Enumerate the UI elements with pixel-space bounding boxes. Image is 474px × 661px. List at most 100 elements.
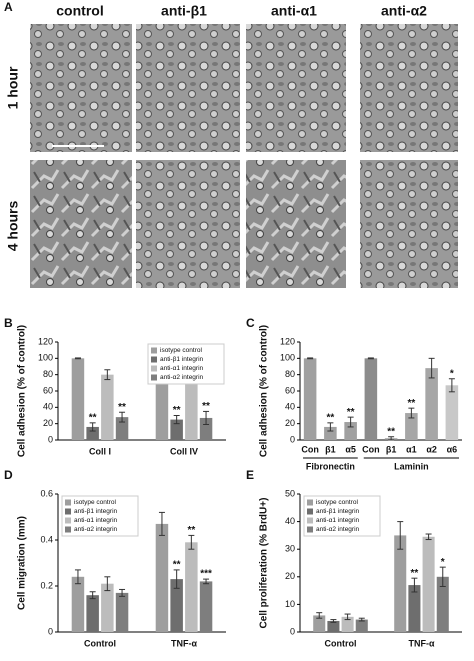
bar: [324, 426, 337, 440]
bar: [313, 615, 326, 632]
legend-label: anti-β1 integrin: [160, 356, 204, 363]
legend-swatch: [65, 526, 71, 533]
legend-label: anti-α1 integrin: [316, 517, 360, 524]
bar: [101, 374, 114, 440]
y-tick-label: 40: [43, 402, 53, 412]
legend-swatch: [151, 365, 157, 372]
bar: [185, 542, 198, 632]
bar: [115, 417, 129, 440]
legend-swatch: [65, 499, 71, 506]
bar: [101, 583, 114, 632]
significance-label: **: [387, 426, 395, 437]
y-tick-label: 0: [48, 434, 53, 444]
legend-label: isotype control: [74, 499, 116, 506]
bar: [71, 358, 85, 440]
micrograph: [30, 160, 132, 288]
legend-box: [147, 343, 225, 385]
legend-swatch: [307, 517, 313, 524]
micrograph: [360, 160, 458, 288]
y-tick-label: 0.2: [40, 580, 53, 590]
y-tick-label: 0: [290, 434, 295, 444]
y-tick-label: 120: [280, 336, 295, 346]
legend-label: anti-α2 integrin: [160, 374, 204, 381]
y-tick-label: 80: [285, 369, 295, 379]
legend-label: anti-β1 integrin: [316, 508, 360, 515]
x-tick-label: TNF-α: [408, 638, 434, 648]
panel-letter: E: [246, 468, 254, 482]
micrograph: [136, 160, 240, 288]
legend-swatch: [65, 508, 71, 515]
x-tick-label: α2: [426, 444, 437, 454]
legend-swatch: [151, 374, 157, 381]
micrograph: [136, 24, 240, 152]
panel-letter: B: [4, 316, 13, 330]
bar: [445, 385, 459, 440]
significance-label: **: [173, 560, 181, 571]
y-axis-label: Cell adhesion (% of control): [17, 325, 28, 457]
micrograph: [360, 24, 458, 152]
legend-box: [303, 495, 381, 537]
bar: [436, 576, 449, 632]
y-tick-label: 100: [38, 353, 53, 363]
row-header: 4 hours: [5, 201, 21, 252]
legend-swatch: [307, 526, 313, 533]
x-tick-label: Coll IV: [170, 446, 198, 456]
x-tick-label: Control: [84, 638, 116, 648]
legend-label: anti-α1 integrin: [74, 517, 118, 524]
x-tick-label: Coll I: [89, 446, 111, 456]
bar: [199, 417, 213, 440]
x-tick-label: Control: [325, 638, 357, 648]
micrograph: [246, 24, 346, 152]
legend-label: anti-α2 integrin: [316, 526, 360, 533]
micrograph: [246, 160, 346, 288]
y-tick-label: 30: [285, 544, 295, 554]
bar: [71, 576, 85, 632]
x-tick-label: TNF-α: [171, 638, 197, 648]
y-tick-label: 20: [43, 418, 53, 428]
bar: [364, 358, 378, 440]
y-tick-label: 80: [43, 369, 53, 379]
bar: [199, 581, 213, 632]
y-tick-label: 0: [48, 626, 53, 636]
bar: [394, 535, 407, 632]
y-tick-label: 10: [285, 599, 295, 609]
significance-label: **: [173, 405, 181, 416]
bar: [425, 368, 438, 440]
significance-label: **: [411, 568, 419, 579]
x-tick-label: Con: [301, 444, 319, 454]
y-tick-label: 0: [290, 626, 295, 636]
legend-box: [61, 495, 139, 537]
micrograph: [30, 24, 132, 152]
x-tick-label: α1: [406, 444, 417, 454]
y-tick-label: 0.4: [40, 534, 53, 544]
legend-label: anti-β1 integrin: [74, 508, 118, 515]
bar: [422, 536, 435, 632]
significance-label: **: [187, 525, 195, 536]
significance-label: **: [118, 402, 126, 413]
significance-label: *: [450, 368, 454, 379]
legend-swatch: [151, 356, 157, 363]
significance-label: ***: [200, 569, 212, 580]
x-tick-label: β1: [386, 444, 397, 454]
legend-label: isotype control: [160, 347, 202, 354]
column-header: anti-α2: [381, 3, 427, 19]
legend-swatch: [151, 347, 157, 354]
column-header: anti-α1: [271, 3, 317, 19]
legend-label: anti-α1 integrin: [160, 365, 204, 372]
significance-label: **: [202, 401, 210, 412]
bar: [155, 523, 169, 632]
y-tick-label: 20: [285, 418, 295, 428]
y-tick-label: 60: [285, 385, 295, 395]
y-axis-label: Cell migration (mm): [17, 516, 28, 610]
y-axis-label: Cell adhesion (% of control): [259, 325, 270, 457]
x-tick-label: α5: [345, 444, 356, 454]
column-header: control: [56, 3, 103, 19]
y-tick-label: 120: [38, 336, 53, 346]
y-tick-label: 40: [285, 402, 295, 412]
column-header: anti-β1: [161, 3, 207, 19]
significance-label: *: [441, 557, 445, 568]
bar: [86, 595, 99, 632]
significance-label: **: [407, 398, 415, 409]
bar: [408, 585, 421, 632]
